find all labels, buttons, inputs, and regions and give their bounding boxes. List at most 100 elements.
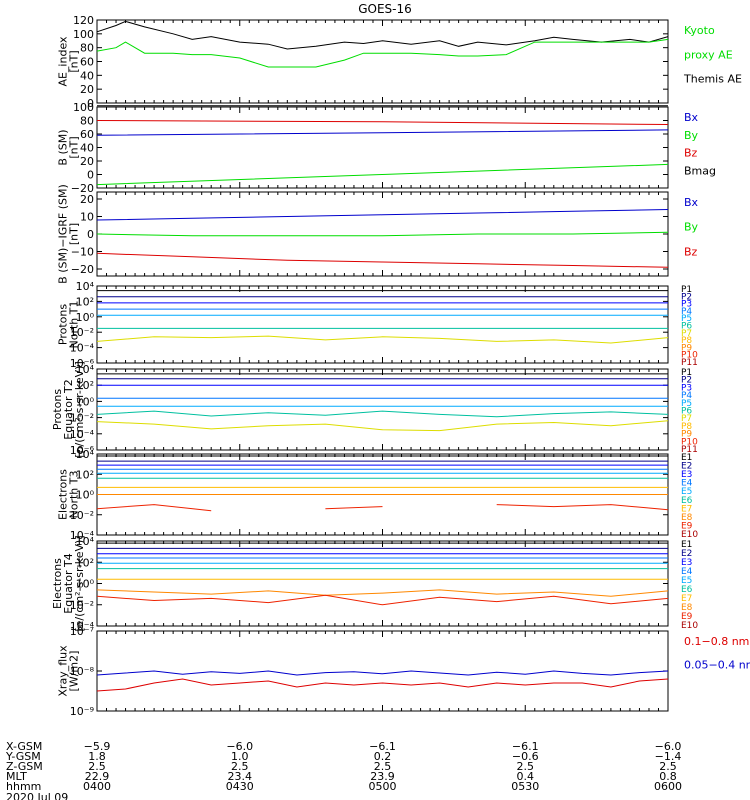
y-tick-label: 80 <box>80 42 94 55</box>
x-tick-label: 22.9 <box>85 770 110 783</box>
legend-label: 0.05−0.4 nm <box>684 658 750 671</box>
legend-label: E4 <box>681 479 693 489</box>
y-axis-label: AE_index <box>57 36 70 87</box>
y-tick-label: 120 <box>73 14 94 27</box>
y-axis-label: Electrons <box>51 558 64 609</box>
y-tick-label: −20 <box>71 182 94 195</box>
x-tick-label: 23.9 <box>370 770 395 783</box>
y-tick-label: 10⁻⁴ <box>70 620 95 633</box>
legend-label: Themis AE <box>683 73 742 86</box>
y-tick-label: 20 <box>80 155 94 168</box>
y-tick-label: 60 <box>80 128 94 141</box>
y-axis-label: Equator T2 <box>62 379 75 439</box>
series-themis-ae <box>96 20 669 50</box>
y-tick-label: 10² <box>76 468 94 481</box>
panel-frame <box>96 19 669 104</box>
y-tick-label: 40 <box>80 69 94 82</box>
y-tick-label: −10 <box>71 246 94 259</box>
series-e9 <box>96 504 669 512</box>
x-tick-label: −0.6 <box>512 750 539 763</box>
y-tick-label: 100 <box>73 101 94 114</box>
y-tick-label: 10⁴ <box>76 535 95 548</box>
panel-bdiff: −20 −10 0 10 20 B (SM)−IGRF (SM)[nT] Bx By Bz <box>57 184 699 284</box>
legend-label: P6 <box>681 407 692 417</box>
y-tick-label: 10⁻² <box>70 509 94 522</box>
x-tick-label: −6.0 <box>655 740 682 753</box>
legend-label: P11 <box>681 445 698 455</box>
y-axis-label: [p/(cm²-s-sr-keV)] <box>73 361 86 458</box>
series-bx <box>96 129 669 136</box>
y-axis-label: B (SM)−IGRF (SM) <box>57 184 70 284</box>
y-tick-label: 100 <box>73 28 94 41</box>
y-tick-label: 10⁻⁸ <box>70 665 95 678</box>
y-tick-label: 10⁻⁶ <box>70 444 95 457</box>
y-tick-label: 0 <box>87 97 94 110</box>
legend-label: P8 <box>681 422 692 432</box>
x-row-label: Z-GSM <box>6 760 43 773</box>
x-row-label: 2020 Jul 09 <box>6 791 68 800</box>
y-tick-label: 10⁰ <box>76 311 95 324</box>
x-tick-label: −5.9 <box>84 740 111 753</box>
y-axis-label: [nT] <box>68 223 81 245</box>
legend-label: proxy AE <box>684 48 733 61</box>
legend-label: E7 <box>681 594 692 604</box>
y-tick-label: 10⁻⁴ <box>70 529 95 542</box>
y-tick-label: 10² <box>76 379 94 392</box>
legend-label: E9 <box>681 521 693 531</box>
y-tick-label: 20 <box>80 83 94 96</box>
series-p7 <box>96 335 669 344</box>
legend-label: P10 <box>681 351 698 361</box>
legend-label: P2 <box>681 376 692 386</box>
series-p7 <box>96 420 669 432</box>
panel-frame <box>96 630 669 712</box>
y-axis-label: Xray_flux <box>57 645 70 697</box>
y-tick-label: 60 <box>80 56 94 69</box>
y-tick-label: 10⁰ <box>76 395 95 408</box>
legend-label: By <box>684 221 699 234</box>
legend-label: E3 <box>681 470 692 480</box>
x-tick-label: 0530 <box>511 780 539 793</box>
legend-label: P2 <box>681 292 692 302</box>
legend-label: E10 <box>681 530 698 540</box>
y-tick-label: 10 <box>80 211 94 224</box>
legend-label: E10 <box>681 621 698 631</box>
legend-label: E4 <box>681 567 693 577</box>
y-axis-label: [e/(cm²-s-sr-keV)] <box>73 535 86 631</box>
legend-label: E8 <box>681 513 693 523</box>
y-tick-label: 10⁻⁶ <box>70 357 95 370</box>
y-axis-label: North T1 <box>68 301 81 349</box>
x-tick-label: −1.4 <box>655 750 682 763</box>
legend-label: P10 <box>681 437 698 447</box>
y-tick-label: 10⁰ <box>76 578 95 591</box>
legend-label: P4 <box>681 307 692 317</box>
legend-label: E5 <box>681 576 692 586</box>
legend-label: P5 <box>681 399 692 409</box>
legend-label: Bmag <box>684 164 716 177</box>
legend-label: 0.1−0.8 nm <box>684 635 749 648</box>
legend-label: Kyoto <box>684 24 715 37</box>
y-axis-label: B (SM) <box>57 129 70 165</box>
y-axis-label: Protons <box>57 304 70 345</box>
legend-label: P11 <box>681 358 698 368</box>
x-tick-label: 2.5 <box>659 760 677 773</box>
panel-frame <box>96 106 669 189</box>
y-tick-label: 10⁴ <box>76 363 95 376</box>
y-axis-label: [nT] <box>68 50 81 72</box>
legend-label: By <box>684 129 699 142</box>
x-tick-label: 2.5 <box>88 760 106 773</box>
legend-label: E1 <box>681 453 692 463</box>
y-axis-label: [nT] <box>68 136 81 158</box>
legend-label: E3 <box>681 558 692 568</box>
y-tick-label: 80 <box>80 115 94 128</box>
x-tick-label: 0430 <box>226 780 254 793</box>
x-tick-label: 2.5 <box>517 760 535 773</box>
x-tick-label: −6.0 <box>226 740 253 753</box>
x-tick-label: 23.4 <box>228 770 253 783</box>
series-bz <box>96 120 669 125</box>
legend-label: E5 <box>681 487 692 497</box>
